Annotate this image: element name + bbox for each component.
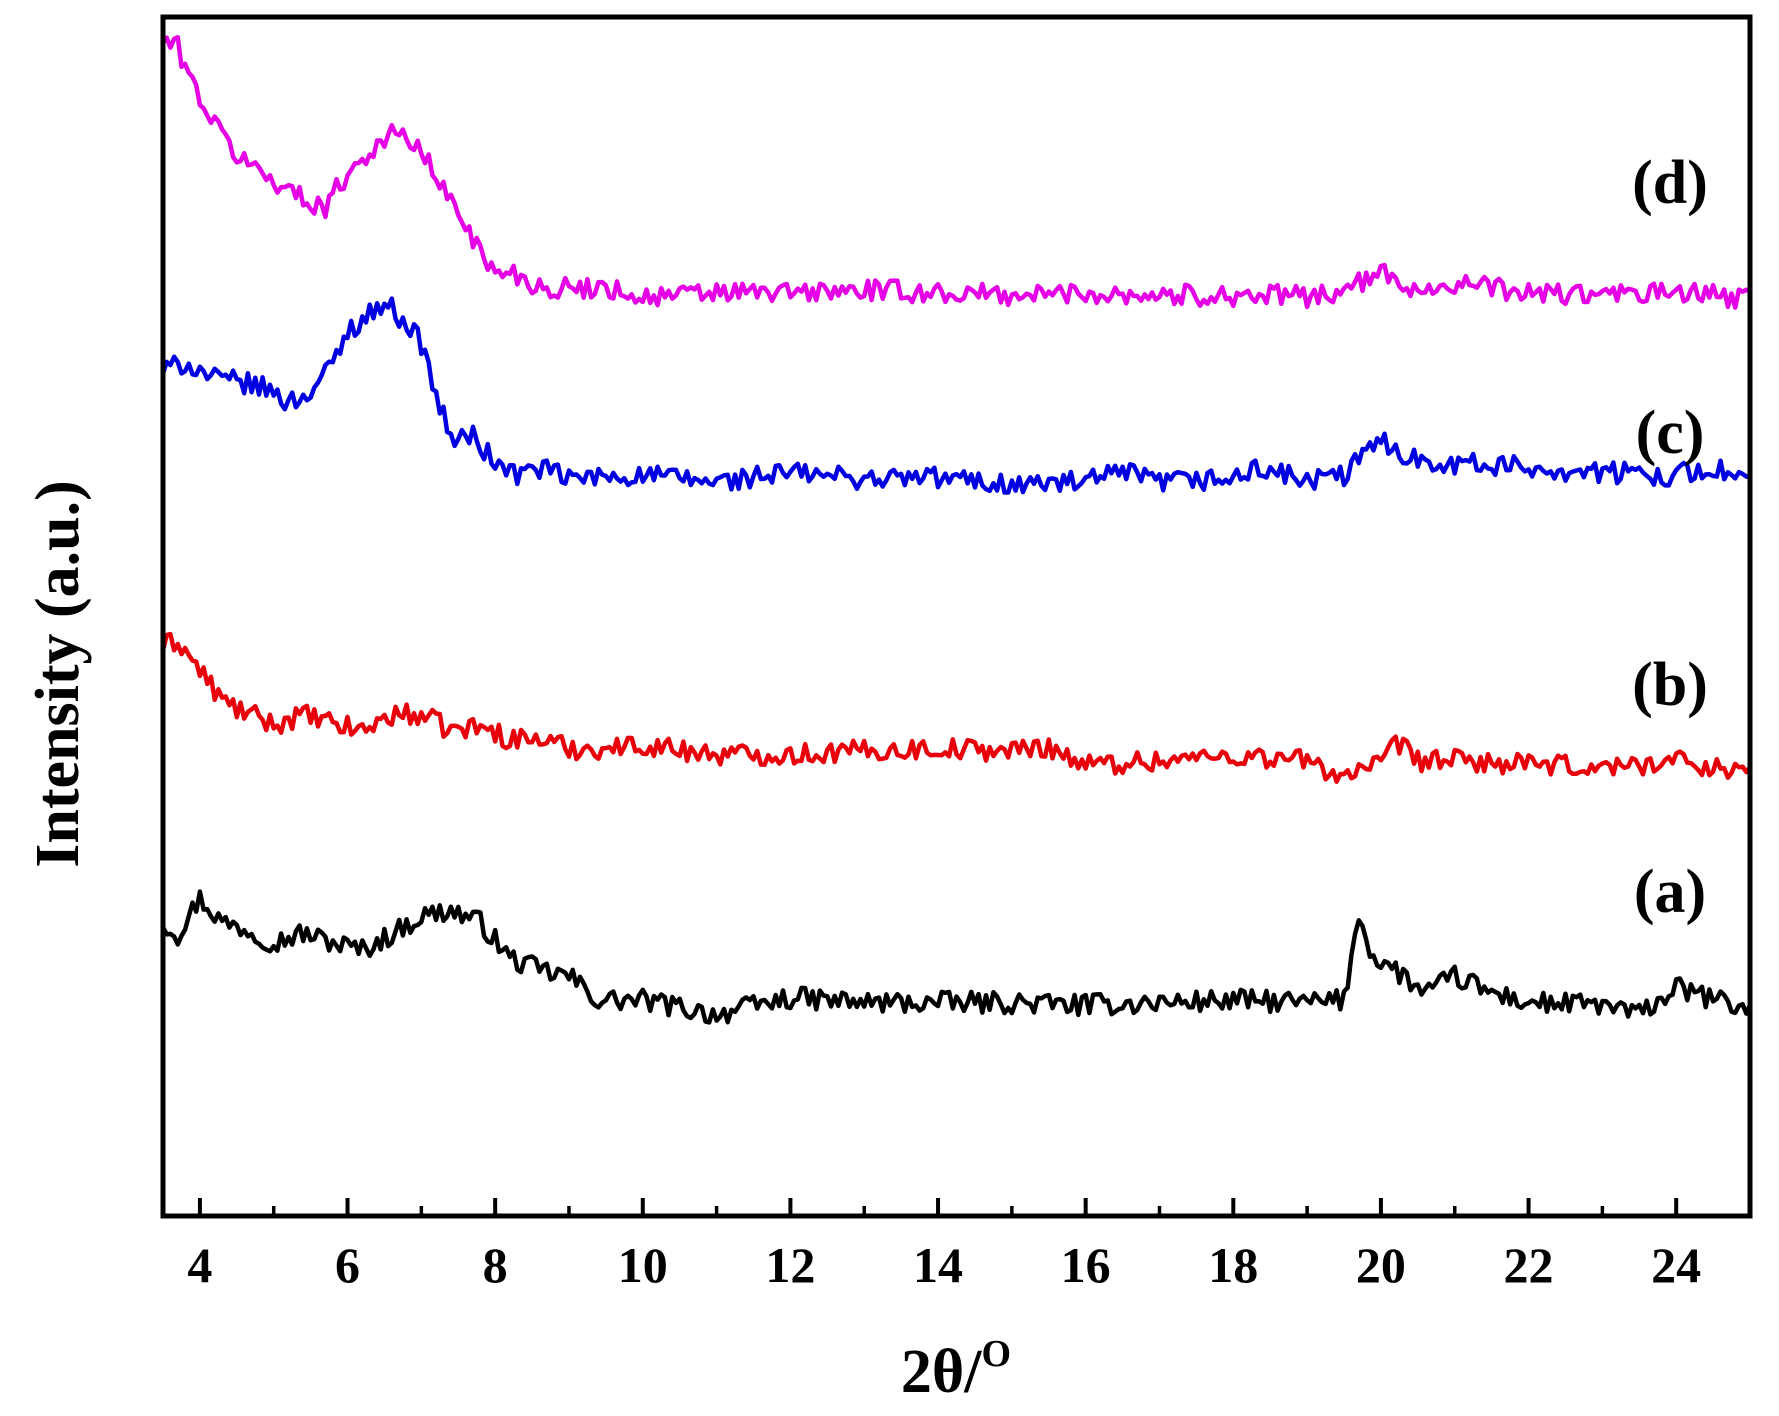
x-tick-label: 10 (618, 1237, 668, 1293)
x-tick-label: 8 (483, 1237, 508, 1293)
x-axis-title-superscript: O (982, 1333, 1012, 1375)
x-tick-label: 14 (913, 1237, 963, 1293)
x-tick-label: 12 (765, 1237, 815, 1293)
series-line-b (160, 631, 1752, 784)
series-line-c (160, 296, 1751, 495)
curve-label-d: (d) (1632, 149, 1708, 217)
x-tick-label: 4 (187, 1237, 212, 1293)
x-axis-title-main: 2θ/ (901, 1338, 982, 1406)
curve-label-a: (a) (1634, 858, 1706, 926)
curve-label-b: (b) (1632, 651, 1708, 719)
x-tick-label: 24 (1651, 1237, 1701, 1293)
x-tick-layer: 4 6 8 10 12 14 16 18 20 22 24 (187, 1198, 1701, 1293)
x-tick-label: 18 (1208, 1237, 1258, 1293)
series-line-a (160, 889, 1753, 1025)
x-tick-label: 16 (1061, 1237, 1111, 1293)
curve-label-layer: (a) (b) (c) (d) (1632, 149, 1708, 926)
x-axis-title: 2θ/O (901, 1333, 1011, 1406)
x-tick-label: 20 (1356, 1237, 1406, 1293)
series-line-d (161, 34, 1752, 310)
y-axis-title: Intensity (a.u.) (24, 480, 92, 868)
curve-label-c: (c) (1636, 399, 1705, 467)
x-tick-label: 22 (1504, 1237, 1554, 1293)
plot-frame (160, 14, 1753, 1219)
x-tick-label: 6 (335, 1237, 360, 1293)
series-layer (160, 34, 1753, 1025)
